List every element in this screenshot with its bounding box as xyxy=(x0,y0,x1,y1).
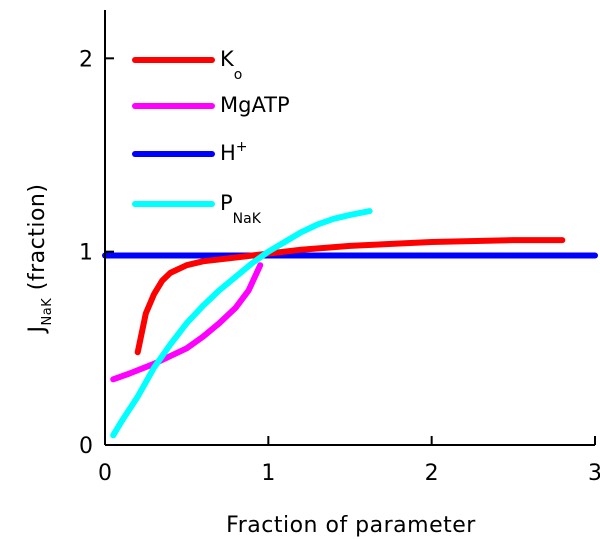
legend-label-main: MgATP xyxy=(220,93,290,117)
x-tick-label: 2 xyxy=(425,461,439,486)
x-axis-title: Fraction of parameter xyxy=(226,513,476,538)
legend: Ko MgATP H+ PNaK xyxy=(132,47,290,227)
y-tick-label: 2 xyxy=(79,47,93,72)
y-tick-label: 1 xyxy=(79,241,93,266)
y-tick-label: 0 xyxy=(79,434,93,459)
legend-label: Ko xyxy=(220,47,242,83)
y-axis-title-sub: NaK xyxy=(40,298,55,326)
legend-label: H+ xyxy=(220,139,248,165)
series-line-pnak xyxy=(110,208,373,439)
axes xyxy=(104,10,595,446)
legend-label-main: H xyxy=(220,141,236,165)
legend-label-main: P xyxy=(220,191,233,215)
x-tick-label: 0 xyxy=(98,461,112,486)
series-line-mgatp xyxy=(110,262,264,383)
y-axis-title-main: J xyxy=(25,325,50,334)
y-axis-title: JNaK (fraction) xyxy=(25,184,55,335)
legend-label-sup: + xyxy=(236,139,248,155)
series-line-ko xyxy=(134,237,566,356)
x-tick-label: 1 xyxy=(261,461,275,486)
legend-label-sub: o xyxy=(234,67,243,83)
legend-label-main: K xyxy=(220,47,235,71)
series-layer xyxy=(102,208,598,439)
x-tick-label: 3 xyxy=(588,461,600,486)
legend-label: PNaK xyxy=(220,191,262,227)
ticks: 0 1 2 3 0 1 2 xyxy=(79,47,600,486)
legend-label: MgATP xyxy=(220,93,290,117)
y-axis-title-rest: (fraction) xyxy=(25,184,50,298)
legend-label-sub: NaK xyxy=(233,211,262,227)
